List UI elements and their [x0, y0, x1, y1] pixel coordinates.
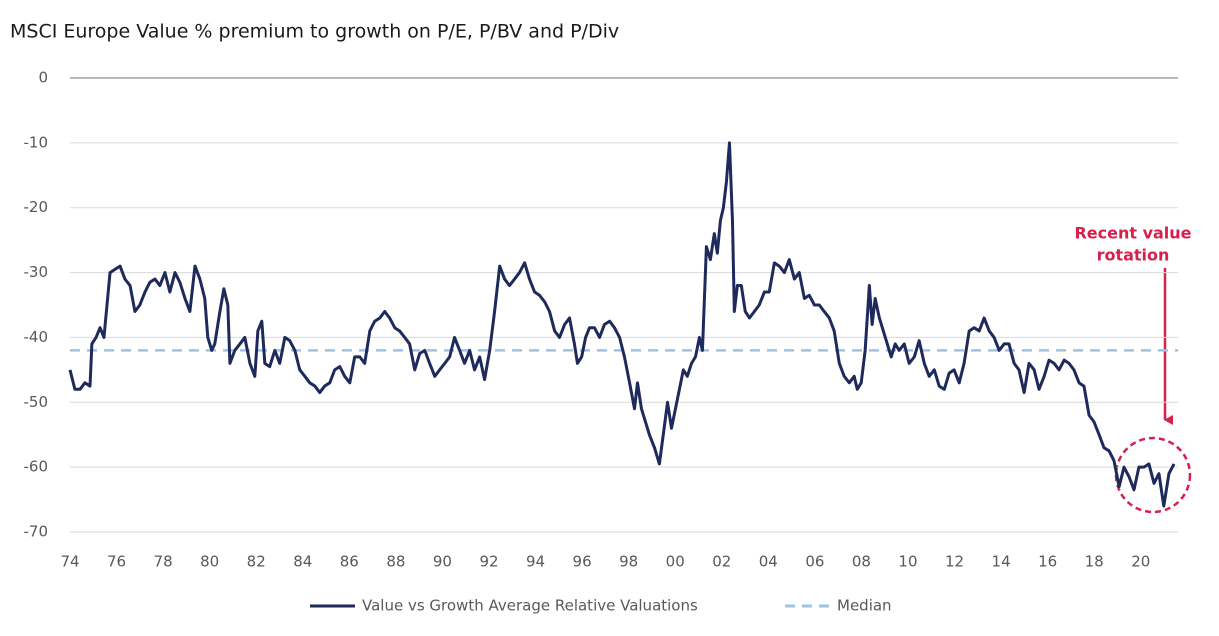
legend-label: Median [837, 597, 892, 615]
x-tick-label: 86 [340, 553, 359, 571]
legend-label: Value vs Growth Average Relative Valuati… [362, 597, 698, 615]
x-tick-label: 12 [945, 553, 964, 571]
x-tick-label: 10 [898, 553, 917, 571]
x-tick-label: 08 [852, 553, 871, 571]
y-tick-label: -20 [24, 198, 49, 216]
x-tick-label: 82 [247, 553, 266, 571]
x-tick-label: 74 [60, 553, 79, 571]
x-tick-label: 80 [200, 553, 219, 571]
x-tick-label: 02 [712, 553, 731, 571]
annotation-text: rotation [1097, 246, 1170, 265]
x-tick-label: 20 [1131, 553, 1150, 571]
data-line [68, 141, 1176, 508]
y-tick-label: -30 [24, 263, 49, 281]
x-tick-label: 88 [386, 553, 405, 571]
x-tick-label: 84 [293, 553, 312, 571]
x-tick-label: 16 [1038, 553, 1057, 571]
x-tick-label: 14 [992, 553, 1011, 571]
x-tick-label: 94 [526, 553, 545, 571]
x-tick-label: 90 [433, 553, 452, 571]
x-tick-label: 00 [666, 553, 685, 571]
x-tick-label: 18 [1085, 553, 1104, 571]
annotation-circle [1114, 436, 1192, 514]
x-tick-label: 06 [805, 553, 824, 571]
x-tick-label: 92 [479, 553, 498, 571]
chart-title: MSCI Europe Value % premium to growth on… [10, 21, 619, 43]
x-tick-label: 76 [107, 553, 126, 571]
x-tick-label: 96 [573, 553, 592, 571]
y-tick-label: -10 [24, 133, 49, 151]
y-tick-label: -40 [24, 328, 49, 346]
x-tick-label: 78 [154, 553, 173, 571]
y-tick-label: -70 [24, 523, 49, 541]
y-tick-label: -50 [24, 393, 49, 411]
x-tick-label: 04 [759, 553, 778, 571]
y-tick-label: -60 [24, 458, 49, 476]
y-tick-label: 0 [38, 69, 48, 87]
x-tick-label: 98 [619, 553, 638, 571]
annotation-text: Recent value [1074, 224, 1191, 243]
